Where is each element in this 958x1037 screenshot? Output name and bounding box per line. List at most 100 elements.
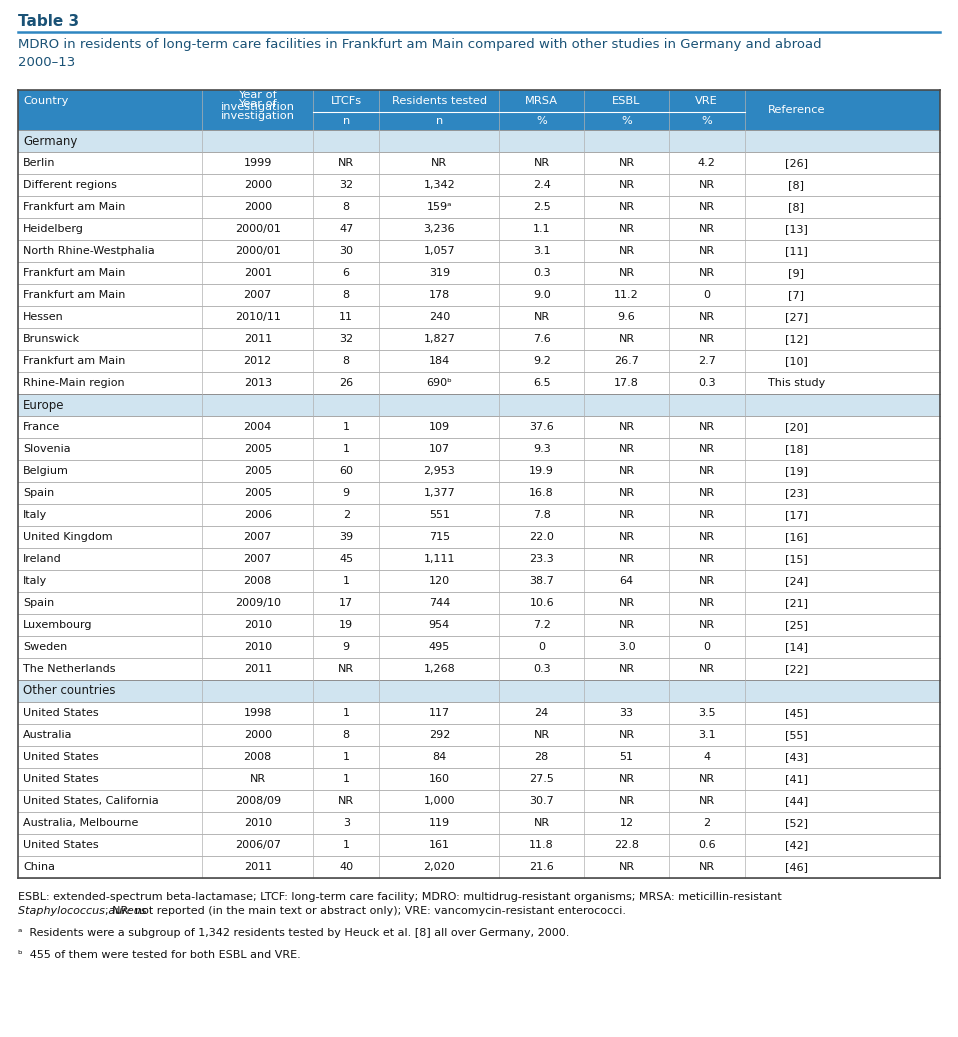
Bar: [18, 284, 940, 306]
Text: 23.3: 23.3: [530, 554, 554, 564]
Text: 7.6: 7.6: [533, 334, 551, 344]
Text: ; NR: not reported (in the main text or abstract only); VRE: vancomycin-resistan: ; NR: not reported (in the main text or …: [105, 906, 627, 916]
Bar: [18, 680, 940, 702]
Text: [21]: [21]: [785, 598, 808, 608]
Text: 240: 240: [429, 312, 450, 323]
Bar: [18, 834, 940, 856]
Text: Sweden: Sweden: [23, 642, 67, 652]
Text: Brunswick: Brunswick: [23, 334, 80, 344]
Text: [16]: [16]: [785, 532, 808, 542]
Text: Spain: Spain: [23, 598, 55, 608]
Text: NR: NR: [698, 202, 715, 212]
Bar: [18, 636, 940, 658]
Text: 0: 0: [703, 642, 710, 652]
Text: NR: NR: [698, 576, 715, 586]
Bar: [18, 90, 940, 130]
Text: NR: NR: [534, 312, 550, 323]
Text: NR: NR: [619, 334, 634, 344]
Text: 2007: 2007: [243, 532, 272, 542]
Text: 30.7: 30.7: [530, 796, 554, 806]
Text: n: n: [343, 116, 350, 127]
Text: [12]: [12]: [785, 334, 808, 344]
Text: 2008/09: 2008/09: [235, 796, 281, 806]
Text: 51: 51: [620, 752, 633, 762]
Text: 0: 0: [703, 290, 710, 300]
Text: 120: 120: [429, 576, 450, 586]
Bar: [18, 812, 940, 834]
Text: NR: NR: [619, 532, 634, 542]
Text: 3.1: 3.1: [698, 730, 716, 740]
Text: 119: 119: [429, 818, 450, 828]
Text: ᵃ  Residents were a subgroup of 1,342 residents tested by Heuck et al. [8] all o: ᵃ Residents were a subgroup of 1,342 res…: [18, 928, 569, 938]
Text: 19.9: 19.9: [529, 466, 554, 476]
Text: United States: United States: [23, 708, 99, 718]
Text: 3.0: 3.0: [618, 642, 635, 652]
Text: 2000: 2000: [243, 730, 272, 740]
Text: 109: 109: [429, 422, 450, 432]
Text: NR: NR: [338, 158, 354, 168]
Text: 64: 64: [620, 576, 633, 586]
Text: Reference: Reference: [767, 105, 825, 115]
Text: ESBL: ESBL: [612, 96, 641, 106]
Bar: [18, 856, 940, 878]
Text: 2,020: 2,020: [423, 862, 455, 872]
Text: United States: United States: [23, 840, 99, 850]
Text: Staphylococcus aureus: Staphylococcus aureus: [18, 906, 147, 916]
Text: NR: NR: [338, 664, 354, 674]
Text: 3,236: 3,236: [423, 224, 455, 234]
Text: [46]: [46]: [785, 862, 808, 872]
Bar: [18, 570, 940, 592]
Text: China: China: [23, 862, 55, 872]
Text: 2005: 2005: [243, 488, 272, 498]
Text: NR: NR: [698, 664, 715, 674]
Text: [42]: [42]: [785, 840, 808, 850]
Text: NR: NR: [698, 510, 715, 520]
Text: Frankfurt am Main: Frankfurt am Main: [23, 202, 125, 212]
Text: 60: 60: [339, 466, 354, 476]
Text: 1,000: 1,000: [423, 796, 455, 806]
Text: 0.3: 0.3: [698, 379, 716, 388]
Text: Luxembourg: Luxembourg: [23, 620, 93, 630]
Text: 184: 184: [429, 356, 450, 366]
Text: 3: 3: [343, 818, 350, 828]
Text: 39: 39: [339, 532, 354, 542]
Text: 37.6: 37.6: [530, 422, 554, 432]
Text: NR: NR: [698, 532, 715, 542]
Text: n: n: [436, 116, 443, 127]
Text: 16.8: 16.8: [530, 488, 554, 498]
Bar: [18, 416, 940, 438]
Text: 2011: 2011: [243, 862, 272, 872]
Text: Ireland: Ireland: [23, 554, 61, 564]
Text: 2008: 2008: [243, 752, 272, 762]
Text: 2010: 2010: [243, 642, 272, 652]
Text: 9: 9: [343, 488, 350, 498]
Text: NR: NR: [619, 554, 634, 564]
Text: 2001: 2001: [243, 268, 272, 278]
Text: NR: NR: [250, 774, 265, 784]
Text: 160: 160: [429, 774, 450, 784]
Text: 117: 117: [429, 708, 450, 718]
Text: Different regions: Different regions: [23, 180, 117, 190]
Text: 1: 1: [343, 444, 350, 454]
Text: Germany: Germany: [23, 135, 78, 147]
Text: 4: 4: [703, 752, 710, 762]
Text: 22.8: 22.8: [614, 840, 639, 850]
Text: NR: NR: [619, 862, 634, 872]
Text: NR: NR: [619, 796, 634, 806]
Text: Spain: Spain: [23, 488, 55, 498]
Bar: [18, 526, 940, 548]
Text: Australia: Australia: [23, 730, 73, 740]
Text: [13]: [13]: [785, 224, 808, 234]
Text: NR: NR: [619, 620, 634, 630]
Text: 1.1: 1.1: [533, 224, 551, 234]
Text: 2000/01: 2000/01: [235, 224, 281, 234]
Text: 22.0: 22.0: [529, 532, 554, 542]
Text: Heidelberg: Heidelberg: [23, 224, 84, 234]
Text: 0.3: 0.3: [533, 664, 551, 674]
Text: 7.8: 7.8: [533, 510, 551, 520]
Bar: [18, 614, 940, 636]
Text: 3.5: 3.5: [698, 708, 716, 718]
Text: Frankfurt am Main: Frankfurt am Main: [23, 268, 125, 278]
Text: [15]: [15]: [785, 554, 808, 564]
Text: NR: NR: [698, 422, 715, 432]
